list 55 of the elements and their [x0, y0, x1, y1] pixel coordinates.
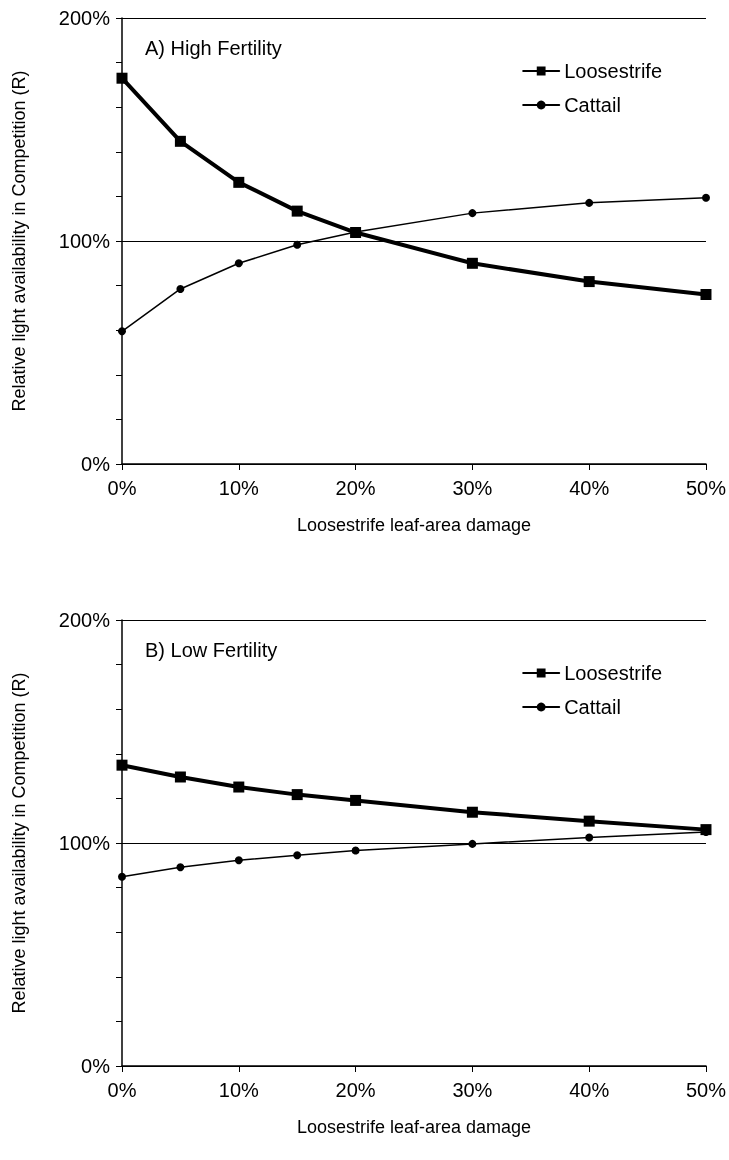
y-axis-title: Relative light availability in Competition (R): [9, 672, 29, 1014]
x-tick-label: 10%: [218, 477, 260, 499]
point: [293, 851, 302, 860]
point: [291, 789, 303, 801]
text: B) Low Fertility: [145, 639, 278, 661]
point: [233, 176, 245, 188]
point: [350, 794, 362, 806]
x-tick-label: 40%: [569, 1079, 610, 1101]
point: [585, 198, 594, 207]
legend-label: Loosestrife: [564, 662, 663, 684]
point: [466, 257, 478, 269]
y-tick-label: 100%: [58, 230, 111, 252]
point: [351, 846, 360, 855]
x-tick-label: 10%: [218, 1079, 260, 1101]
y-tick-label: 200%: [58, 609, 111, 631]
point: [293, 240, 302, 249]
legend-label: Loosestrife: [564, 60, 663, 82]
point: [583, 276, 595, 288]
point: [468, 209, 477, 218]
point: [466, 806, 478, 818]
y-tick-label: 0%: [81, 453, 111, 475]
point: [118, 872, 126, 881]
point: [234, 259, 243, 268]
point: [116, 759, 128, 771]
point: [176, 284, 185, 293]
legend-label: Cattail: [564, 94, 621, 116]
point: [233, 781, 245, 793]
point: [701, 193, 710, 202]
x-tick-label: 0%: [107, 1079, 137, 1101]
x-tick-label: 0%: [107, 477, 137, 499]
point: [116, 72, 128, 84]
x-tick-label: 30%: [452, 477, 493, 499]
legend-label: Cattail: [564, 696, 621, 718]
x-tick-label: 30%: [452, 1079, 493, 1101]
x-axis-title: Loosestrife leaf-area damage: [296, 1117, 532, 1137]
point: [585, 833, 594, 842]
x-tick-label: 20%: [335, 1079, 376, 1101]
point: [234, 856, 243, 865]
x-axis-title: Loosestrife leaf-area damage: [296, 515, 532, 535]
x-tick-label: 40%: [569, 477, 610, 499]
x-tick-label: 50%: [685, 477, 727, 499]
point: [174, 771, 186, 783]
point: [176, 863, 185, 872]
text: A) High Fertility: [145, 37, 282, 59]
point: [468, 839, 477, 848]
y-tick-label: 200%: [58, 7, 111, 29]
point: [583, 815, 595, 827]
x-tick-label: 50%: [685, 1079, 727, 1101]
point: [291, 205, 303, 217]
point: [700, 289, 712, 301]
point: [174, 135, 186, 147]
y-tick-label: 100%: [58, 832, 111, 854]
x-tick-label: 20%: [335, 477, 376, 499]
y-tick-label: 0%: [81, 1055, 111, 1077]
y-axis-title: Relative light availability in Competition (R): [9, 70, 29, 412]
